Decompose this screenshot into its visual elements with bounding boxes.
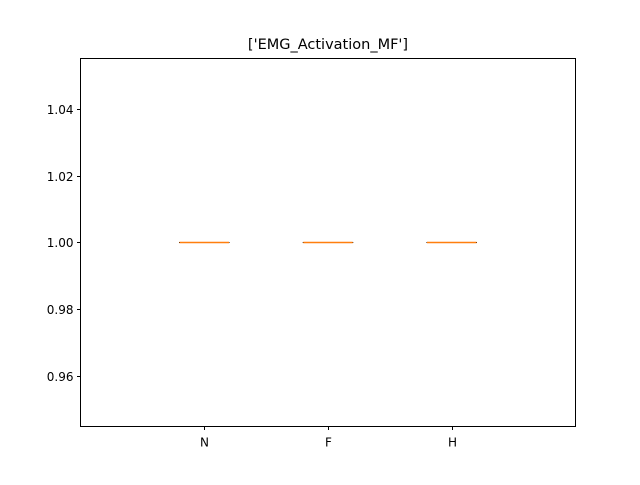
x-tick-label: N — [200, 436, 209, 450]
y-tick-label: 0.98 — [47, 303, 74, 317]
y-tick-label: 0.96 — [47, 370, 74, 384]
y-tick-label: 1.02 — [47, 170, 74, 184]
y-tick-label: 1.04 — [47, 103, 74, 117]
x-tick-label: H — [448, 436, 457, 450]
chart-title: ['EMG_Activation_MF'] — [248, 37, 408, 53]
x-tick-label: F — [325, 436, 332, 450]
y-tick-label: 1.00 — [47, 236, 74, 250]
